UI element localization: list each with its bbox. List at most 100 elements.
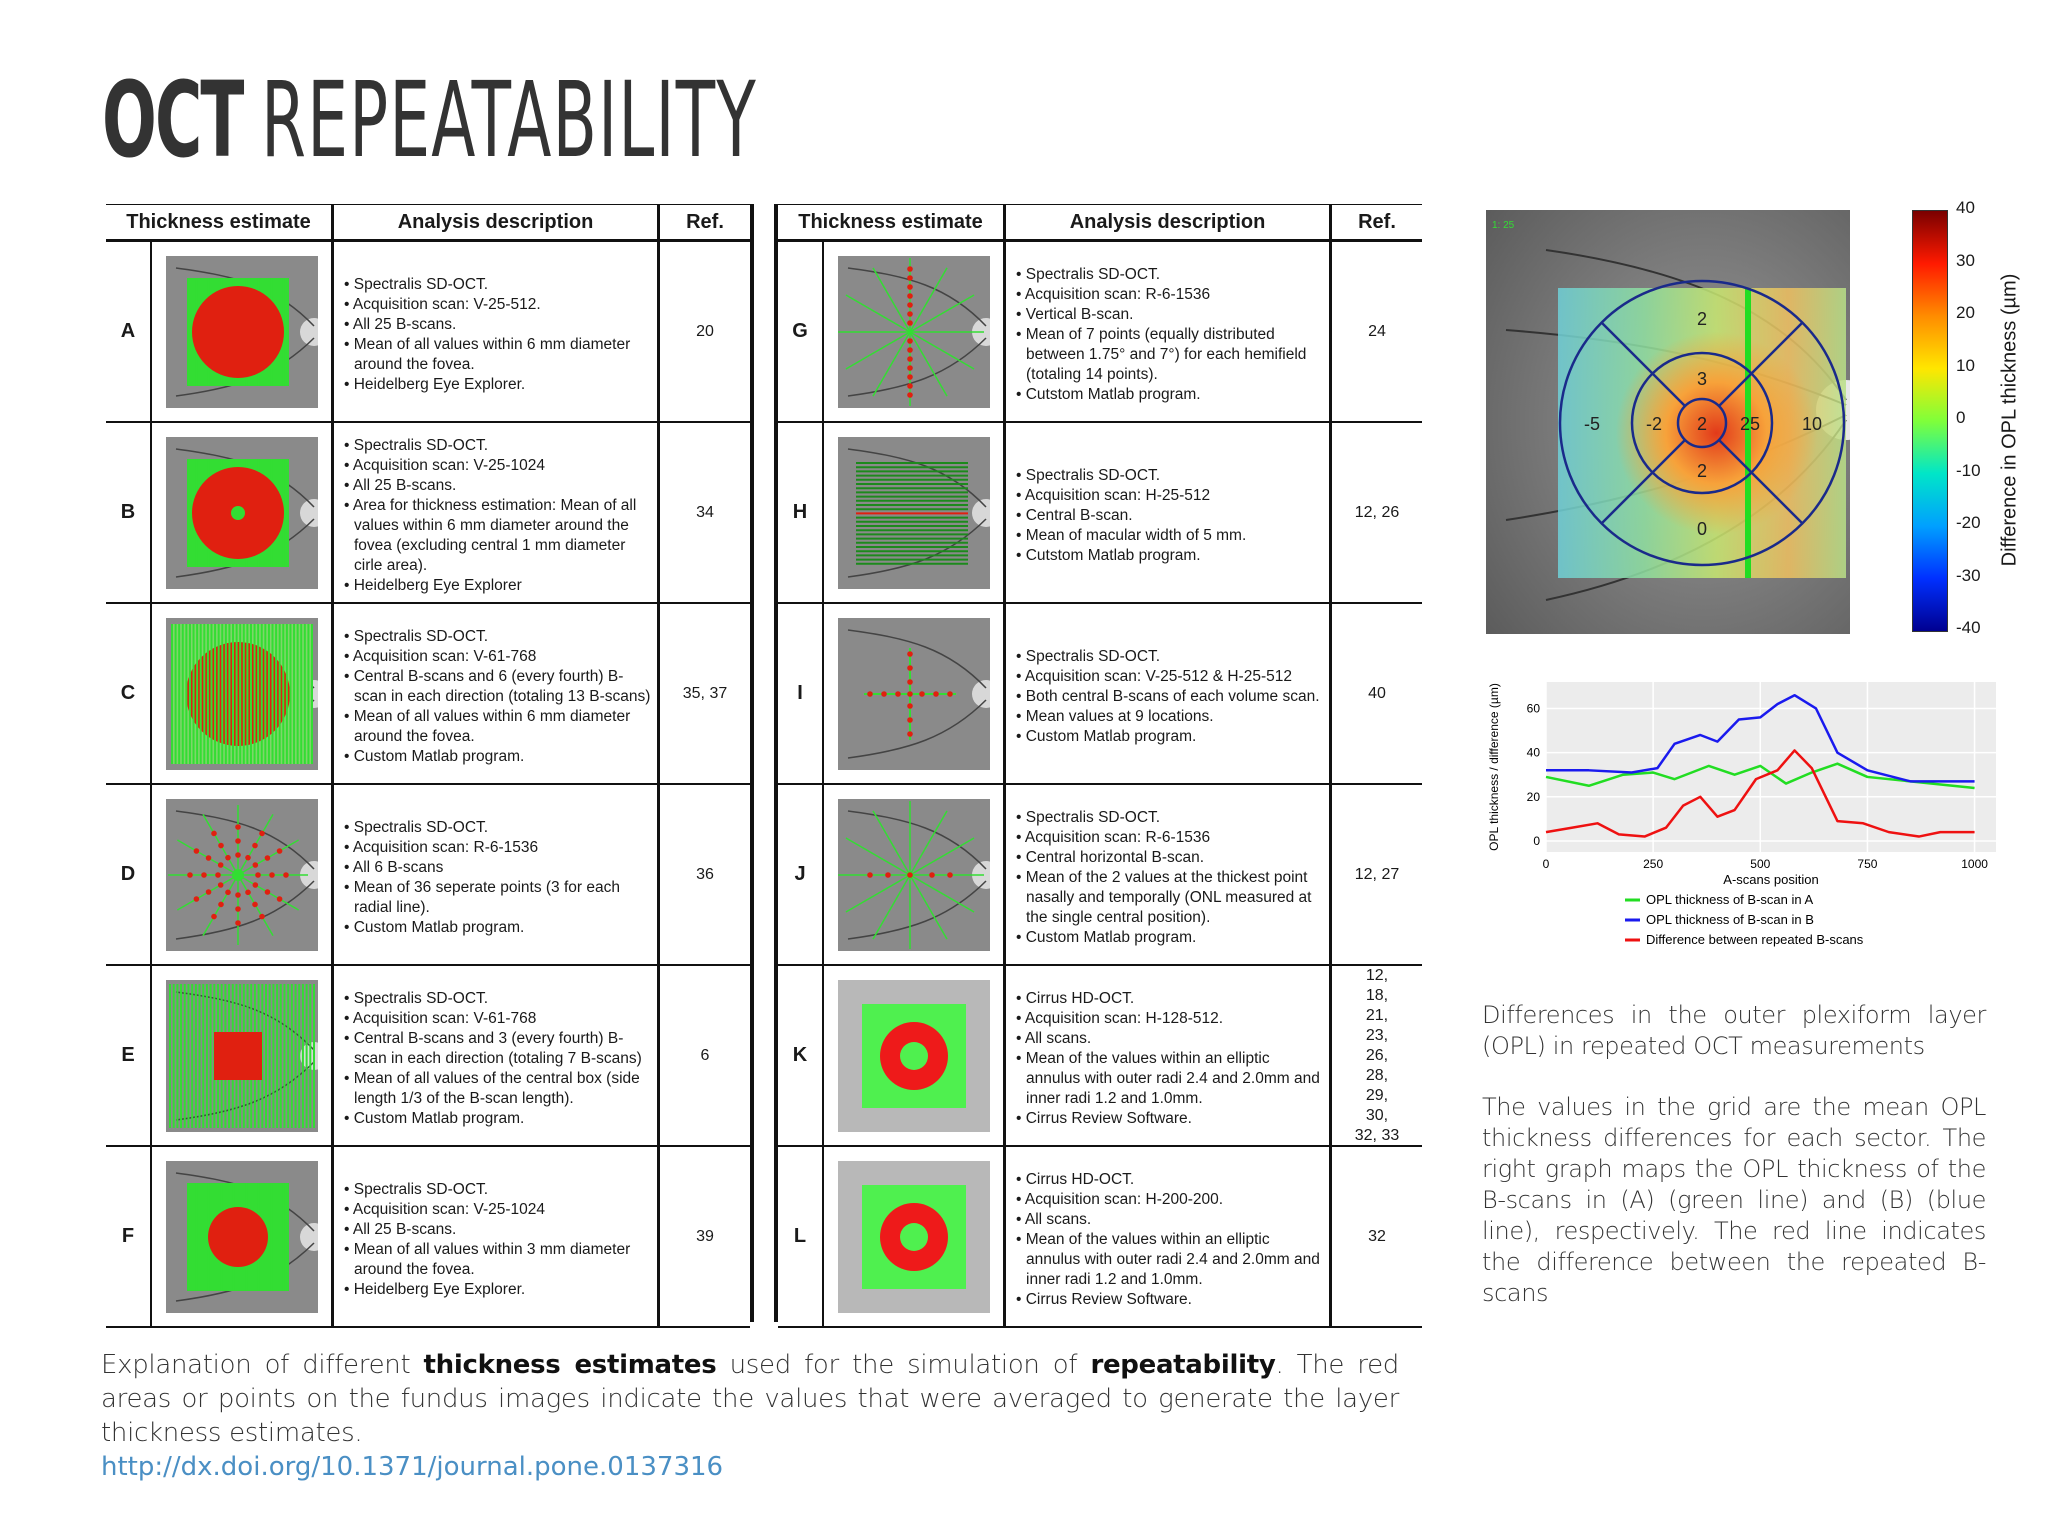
etdrs-grid (1558, 279, 1846, 567)
row-description: • Spectralis SD-OCT. • Acquisition scan: … (334, 1147, 660, 1326)
description-line: • Spectralis SD-OCT. (344, 436, 489, 454)
header-thickness: Thickness estimate (106, 205, 334, 239)
description-line: • Custom Matlab program. (344, 1109, 525, 1127)
x-tick-label: 500 (1750, 857, 1770, 871)
fundus-image (165, 617, 318, 770)
right-description: Differences in the outer plexiform layer… (1482, 1000, 1986, 1339)
row-letter: K (778, 966, 824, 1145)
row-description: • Cirrus HD-OCT. • Acquisition scan: H-12… (1006, 966, 1332, 1145)
header-analysis: Analysis description (334, 205, 660, 239)
opl-heatmap: 2 -5 10 0 3 -2 25 2 2 1: 25 (1486, 210, 1850, 634)
row-ref: 35, 37 (682, 684, 728, 702)
fundus-image (837, 255, 990, 408)
thickness-table-left: Thickness estimate Analysis description … (106, 204, 754, 1328)
row-ref: 32 (1368, 1227, 1386, 1245)
description-line: • Central B-scan. (1016, 506, 1133, 524)
table-row: C • Spectralis SD-OCT. • Acquisition scan:… (106, 604, 750, 785)
description-line: • Mean of all values within 6 mm diamete… (344, 707, 631, 745)
table-row: B • Spectralis SD-OCT. • Acquisition scan:… (106, 423, 750, 604)
doi-link[interactable]: http://dx.doi.org/10.1371/journal.pone.0… (101, 1452, 724, 1482)
legend-entry: OPL thickness of B-scan in A (1646, 892, 1813, 907)
description-line: • Area for thickness estimation: Mean of… (344, 496, 637, 574)
table-header: Thickness estimate Analysis description … (778, 204, 1422, 242)
row-image (152, 423, 334, 602)
description-line: • All 25 B-scans. (344, 315, 457, 333)
header-thickness: Thickness estimate (778, 205, 1006, 239)
table-row: A • Spectralis SD-OCT. • Acquisition scan:… (106, 242, 750, 423)
description-line: • Cirrus HD-OCT. (1016, 1170, 1135, 1188)
description-line: • Acquisition scan: V-25-1024 (344, 1200, 546, 1218)
description-line: • Mean of the values within an elliptic … (1016, 1230, 1320, 1288)
table-row: K • Cirrus HD-OCT. • Acquisition scan: H-1… (778, 966, 1422, 1147)
row-image (824, 242, 1006, 421)
row-image (824, 966, 1006, 1145)
description-line: • All scans. (1016, 1210, 1092, 1228)
description-line: • Acquisition scan: H-25-512 (1016, 486, 1211, 504)
table-row: I • Spectralis SD-OCT. • Acquisition scan:… (778, 604, 1422, 785)
description-line: • Mean of the values within an elliptic … (1016, 1049, 1320, 1107)
table-caption: Explanation of different thickness estim… (101, 1348, 1399, 1450)
row-image (824, 785, 1006, 964)
description-line: • All 25 B-scans. (344, 1220, 457, 1238)
header-analysis: Analysis description (1006, 205, 1332, 239)
fundus-image (165, 1160, 318, 1313)
y-tick-label: 60 (1527, 701, 1541, 715)
row-ref: 24 (1368, 322, 1386, 340)
colorbar-tick: 0 (1956, 408, 1966, 427)
description-line: • Vertical B-scan. (1016, 305, 1134, 323)
description-line: • Central B-scans and 3 (every fourth) B… (344, 1029, 642, 1067)
sector-inner-top: 3 (1697, 369, 1707, 389)
fundus-image (165, 255, 318, 408)
row-letter: D (106, 785, 152, 964)
row-image (824, 604, 1006, 783)
table-row: L • Cirrus HD-OCT. • Acquisition scan: H-2… (778, 1147, 1422, 1328)
description-line: • Acquisition scan: H-128-512. (1016, 1009, 1224, 1027)
page-title: OCT REPEATABILITY (102, 68, 757, 172)
description-line: • Spectralis SD-OCT. (1016, 265, 1161, 283)
sector-outer-bottom: 0 (1697, 519, 1707, 539)
row-ref: 40 (1368, 684, 1386, 702)
row-letter: J (778, 785, 824, 964)
table-row: E • Spectralis SD-OCT. • Acquisition scan:… (106, 966, 750, 1147)
colorbar-label: Difference in OPL thickness (µm) (1998, 273, 2021, 567)
row-image (152, 785, 334, 964)
sector-outer-left: -5 (1584, 414, 1600, 434)
description-line: • Acquisition scan: V-25-512. (344, 295, 541, 313)
row-ref: 6 (700, 1046, 710, 1064)
x-tick-label: 0 (1543, 857, 1550, 871)
caption-bold-repeatability: repeatability (1090, 1350, 1276, 1380)
fundus-image (837, 1160, 990, 1313)
row-description: • Spectralis SD-OCT. • Acquisition scan: … (1006, 604, 1332, 783)
fundus-image (837, 979, 990, 1132)
description-line: • Spectralis SD-OCT. (344, 1180, 489, 1198)
row-image (824, 423, 1006, 602)
description-line: • Spectralis SD-OCT. (344, 818, 489, 836)
sector-center: 2 (1697, 414, 1707, 434)
fundus-image (165, 798, 318, 951)
colorbar-tick: 30 (1956, 250, 1975, 270)
fundus-image (165, 979, 318, 1132)
row-ref: 34 (696, 503, 714, 521)
colorbar (1912, 210, 1948, 632)
row-description: • Spectralis SD-OCT. • Acquisition scan: … (1006, 242, 1332, 421)
x-axis-label: A-scans position (1723, 872, 1818, 887)
description-line: • Cutstom Matlab program. (1016, 546, 1201, 564)
row-description: • Spectralis SD-OCT. • Acquisition scan: … (334, 966, 660, 1145)
colorbar-tick: -30 (1956, 565, 1981, 585)
header-ref: Ref. (1358, 210, 1396, 233)
description-line: • Acquisition scan: V-25-1024 (344, 456, 546, 474)
description-line: • Acquisition scan: R-6-1536 (1016, 828, 1211, 846)
row-letter: C (106, 604, 152, 783)
row-ref: 12, 27 (1354, 865, 1400, 883)
description-line: • Custom Matlab program. (1016, 727, 1197, 745)
thickness-table-right: Thickness estimate Analysis description … (774, 204, 1422, 1328)
row-image (152, 1147, 334, 1326)
right-description-1: Differences in the outer plexiform layer… (1482, 1001, 1986, 1060)
description-line: • Spectralis SD-OCT. (344, 627, 489, 645)
description-line: • Mean of the 2 values at the thickest p… (1016, 868, 1312, 926)
row-image (824, 1147, 1006, 1326)
description-line: • Mean values at 9 locations. (1016, 707, 1214, 725)
row-ref: 12, 26 (1354, 503, 1400, 521)
caption-text: used for the simulation of (716, 1350, 1091, 1380)
series-line (1545, 749, 1975, 838)
